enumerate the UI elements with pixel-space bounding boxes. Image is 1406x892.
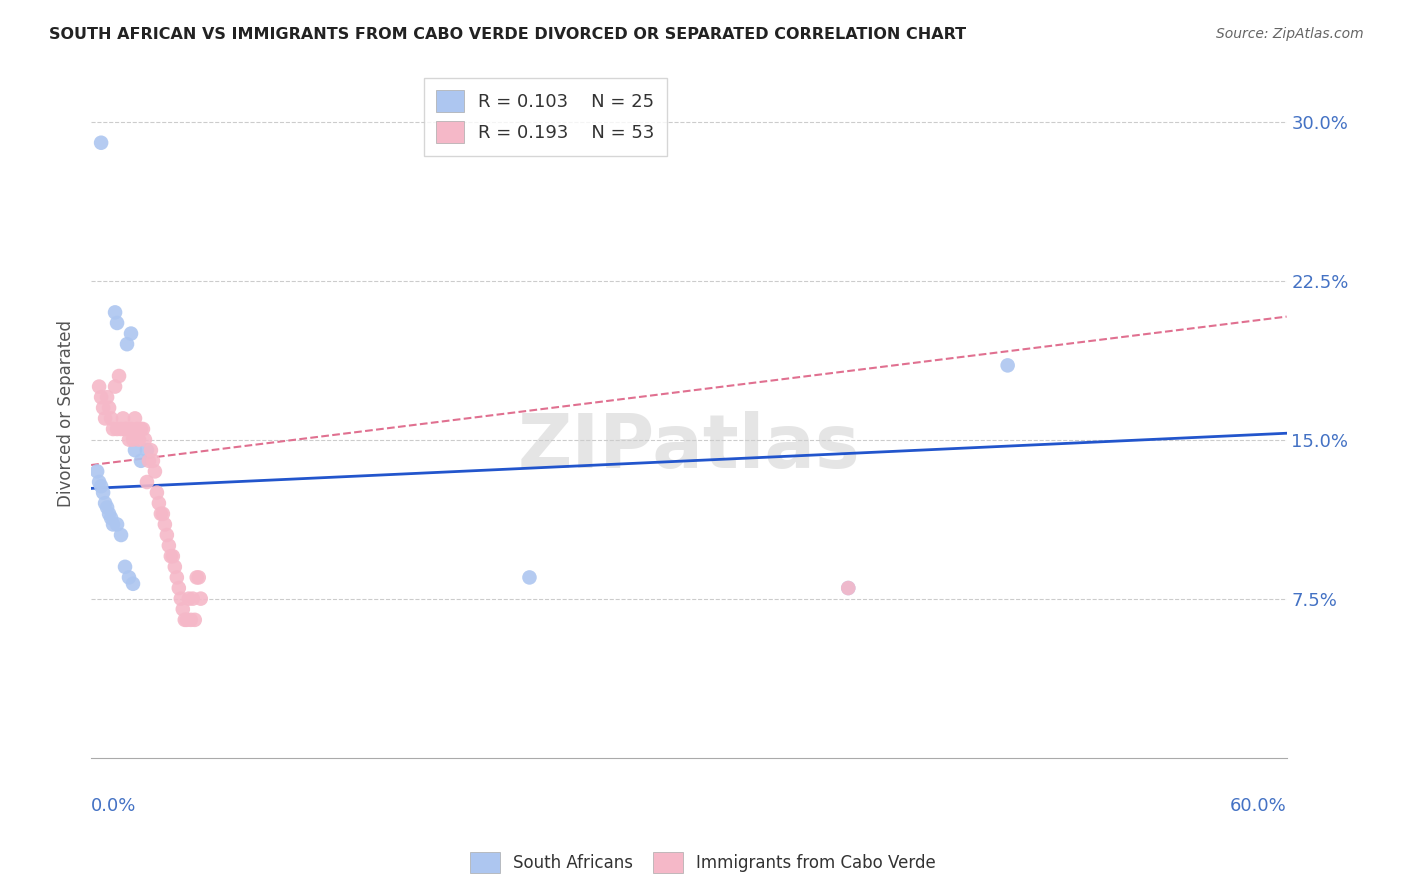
Text: ZIPatlas: ZIPatlas — [517, 411, 860, 484]
Point — [156, 528, 179, 542]
Point — [105, 316, 128, 330]
Point — [98, 507, 121, 521]
Point — [139, 443, 162, 458]
Point — [124, 443, 146, 458]
Point — [108, 369, 131, 384]
Point — [118, 570, 141, 584]
Point — [190, 591, 212, 606]
Point — [94, 411, 117, 425]
Point — [120, 326, 142, 341]
Text: 60.0%: 60.0% — [1230, 797, 1286, 814]
Text: 0.0%: 0.0% — [91, 797, 136, 814]
Point — [112, 411, 135, 425]
Point — [105, 422, 128, 436]
Point — [104, 305, 127, 319]
Point — [110, 528, 132, 542]
Point — [120, 422, 142, 436]
Point — [110, 422, 132, 436]
Point — [98, 401, 121, 415]
Point — [91, 485, 114, 500]
Point — [86, 464, 108, 478]
Point — [122, 433, 145, 447]
Point — [138, 454, 160, 468]
Point — [172, 602, 194, 616]
Point — [177, 591, 200, 606]
Point — [105, 517, 128, 532]
Point — [157, 539, 180, 553]
Point — [118, 433, 141, 447]
Point — [173, 613, 195, 627]
Point — [170, 591, 193, 606]
Point — [187, 570, 209, 584]
Point — [129, 454, 152, 468]
Point — [180, 613, 202, 627]
Point — [100, 511, 122, 525]
Point — [186, 570, 208, 584]
Point — [163, 559, 186, 574]
Point — [146, 485, 169, 500]
Point — [101, 422, 124, 436]
Point — [104, 379, 127, 393]
Point — [114, 559, 136, 574]
Point — [100, 411, 122, 425]
Point — [115, 337, 138, 351]
Point — [148, 496, 170, 510]
Point — [125, 422, 148, 436]
Point — [166, 570, 188, 584]
Point — [128, 433, 150, 447]
Point — [132, 422, 155, 436]
Point — [837, 581, 859, 595]
Point — [96, 500, 118, 515]
Point — [162, 549, 184, 564]
Point — [152, 507, 174, 521]
Point — [176, 613, 198, 627]
Point — [519, 570, 541, 584]
Point — [167, 581, 190, 595]
Point — [90, 136, 112, 150]
Point — [997, 359, 1019, 373]
Point — [94, 496, 117, 510]
Point — [837, 581, 859, 595]
Point — [122, 576, 145, 591]
Legend: R = 0.103    N = 25, R = 0.193    N = 53: R = 0.103 N = 25, R = 0.193 N = 53 — [423, 78, 666, 156]
Point — [87, 379, 110, 393]
Point — [91, 401, 114, 415]
Point — [90, 390, 112, 404]
Point — [153, 517, 176, 532]
Point — [134, 433, 156, 447]
Point — [136, 443, 159, 458]
Point — [90, 479, 112, 493]
Point — [101, 517, 124, 532]
Point — [96, 390, 118, 404]
Point — [181, 591, 204, 606]
Legend: South Africans, Immigrants from Cabo Verde: South Africans, Immigrants from Cabo Ver… — [463, 846, 943, 880]
Text: Source: ZipAtlas.com: Source: ZipAtlas.com — [1216, 27, 1364, 41]
Point — [184, 613, 207, 627]
Point — [129, 422, 152, 436]
Text: SOUTH AFRICAN VS IMMIGRANTS FROM CABO VERDE DIVORCED OR SEPARATED CORRELATION CH: SOUTH AFRICAN VS IMMIGRANTS FROM CABO VE… — [49, 27, 966, 42]
Point — [142, 454, 165, 468]
Point — [124, 411, 146, 425]
Point — [87, 475, 110, 489]
Point — [143, 464, 166, 478]
Point — [114, 422, 136, 436]
Point — [136, 475, 159, 489]
Point — [149, 507, 172, 521]
Y-axis label: Divorced or Separated: Divorced or Separated — [58, 319, 75, 507]
Point — [115, 422, 138, 436]
Point — [160, 549, 183, 564]
